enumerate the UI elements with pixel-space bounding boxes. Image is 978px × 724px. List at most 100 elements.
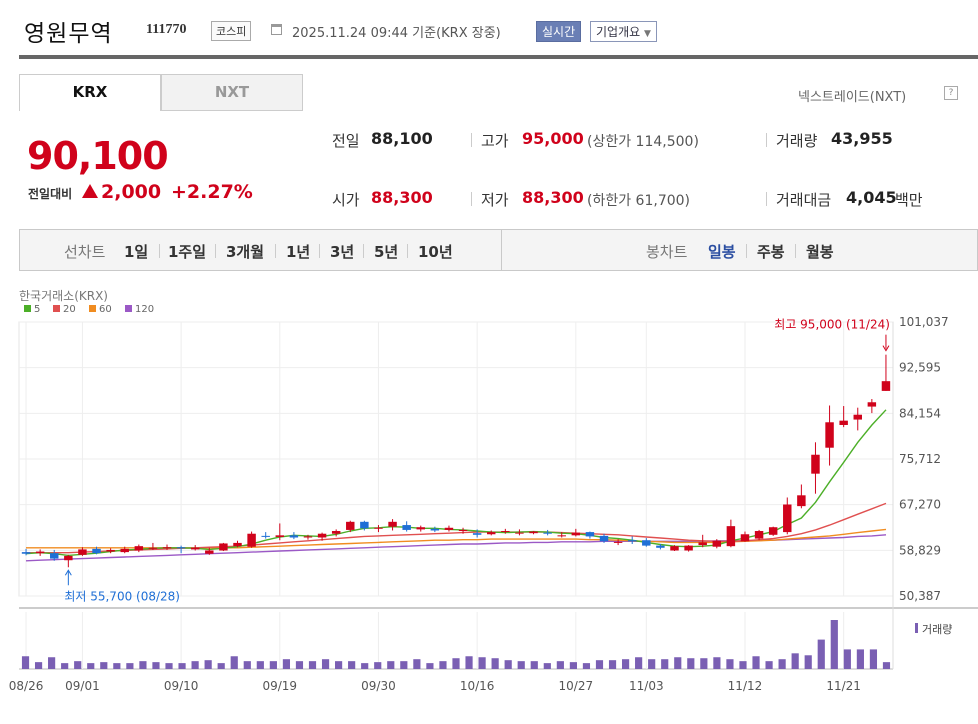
divider (471, 192, 472, 206)
period-10y[interactable]: 10년 (418, 243, 453, 261)
candle-body (247, 533, 256, 547)
tab-nxt[interactable]: NXT (161, 74, 303, 111)
period-5y[interactable]: 5년 (374, 243, 399, 261)
tab-krx[interactable]: KRX (19, 74, 161, 111)
candle-body (670, 546, 679, 551)
help-icon[interactable]: ? (944, 86, 958, 100)
volume-bar (191, 661, 199, 669)
amount-value: 4,045 (846, 188, 897, 207)
market-badge: 코스피 (211, 21, 252, 41)
x-tick-label: 08/26 (9, 679, 44, 693)
volume-bar (465, 656, 473, 669)
volume-bar (152, 662, 160, 669)
candle-body (487, 532, 496, 535)
volume-bar (400, 661, 408, 669)
company-info-dropdown[interactable]: 기업개요 ▼ (590, 21, 657, 42)
high-label: 고가 (481, 132, 509, 150)
period-daily[interactable]: 일봉 (708, 243, 736, 261)
y-tick-label: 50,387 (899, 589, 941, 603)
candle-body (275, 535, 285, 537)
candle-body (219, 543, 228, 551)
volume-bar (491, 658, 499, 669)
candle-body (190, 547, 200, 550)
current-price: 90,100 (27, 134, 169, 178)
volume-label: 거래량 (776, 132, 818, 150)
change-label: 전일대비 (28, 187, 73, 201)
legend-swatch (125, 305, 132, 312)
legend-label: 20 (63, 304, 76, 315)
stock-name: 영원무역 (24, 21, 113, 47)
divider (795, 244, 796, 258)
candle-body (642, 540, 651, 546)
up-triangle-icon (82, 184, 98, 198)
candle-body (64, 555, 73, 561)
candle-body (599, 535, 609, 542)
candle-body (176, 547, 186, 549)
candle-body (867, 402, 877, 407)
volume-bar (517, 661, 525, 669)
volume-bar (478, 657, 486, 669)
volume-bar (804, 655, 812, 669)
candle-body (430, 528, 440, 531)
candle-body (585, 532, 595, 537)
candle-body (656, 545, 665, 548)
period-1y[interactable]: 1년 (286, 243, 311, 261)
volume-bar (674, 657, 682, 669)
candle-body (50, 553, 59, 559)
divider (407, 244, 408, 258)
stock-chart[interactable]: 한국거래소(KRX) 5 20 60 120 101,037 92,595 84,154 7… (0, 282, 978, 724)
volume-bar (34, 662, 43, 669)
caret-down-icon: ▼ (644, 29, 651, 39)
volume-bar (817, 639, 825, 669)
volume-bar (48, 657, 56, 669)
period-3m[interactable]: 3개월 (226, 243, 265, 261)
candle-body (444, 527, 454, 530)
volume-bar (648, 659, 656, 669)
x-tick-label: 09/19 (262, 679, 297, 693)
legend-swatch (53, 305, 60, 312)
candle-body (78, 549, 87, 555)
nxt-link[interactable]: 넥스트레이드(NXT) (798, 90, 907, 105)
candle-body (458, 529, 468, 532)
volume-bar (869, 649, 878, 669)
volume-bar (113, 663, 121, 669)
volume-bar (243, 661, 251, 669)
volume-legend-swatch (915, 623, 918, 633)
realtime-button[interactable]: 실시간 (536, 21, 582, 42)
volume-bar (791, 653, 799, 669)
candle-body (712, 540, 722, 547)
candle-body (289, 535, 299, 538)
period-3y[interactable]: 3년 (330, 243, 355, 261)
volume-bar (126, 663, 134, 669)
candle-body (134, 546, 144, 551)
candle-body (881, 381, 891, 391)
chart-annotations: 최고 95,000 (11/24) 최저 55,700 (08/28) (64, 318, 890, 604)
volume-bar (439, 661, 447, 669)
volume-bar (308, 661, 317, 669)
period-1w[interactable]: 1주일 (168, 243, 207, 261)
upper-limit: (상한가 114,500) (587, 134, 699, 150)
volume-bar (882, 662, 891, 669)
candle-body (106, 549, 115, 552)
volume-bar (74, 661, 82, 669)
divider (319, 244, 320, 258)
period-weekly[interactable]: 주봉 (757, 243, 785, 261)
candle-body (543, 532, 552, 534)
volume-bar (269, 661, 277, 669)
low-annotation: 최저 55,700 (08/28) (64, 589, 180, 603)
x-tick-label: 10/27 (559, 679, 594, 693)
calendar-icon (271, 24, 282, 35)
candle-body (768, 527, 778, 535)
period-1d[interactable]: 1일 (124, 243, 149, 261)
candle-body (726, 526, 736, 547)
period-monthly[interactable]: 월봉 (806, 243, 834, 261)
volume-bar (87, 663, 95, 669)
divider (363, 244, 364, 258)
volume-bar (321, 659, 330, 669)
divider (159, 244, 160, 258)
candle-body (303, 536, 313, 538)
low-value: 88,300 (522, 188, 584, 207)
volume-bar (765, 661, 773, 669)
volume-bar (348, 661, 356, 669)
candle-body (501, 531, 510, 533)
